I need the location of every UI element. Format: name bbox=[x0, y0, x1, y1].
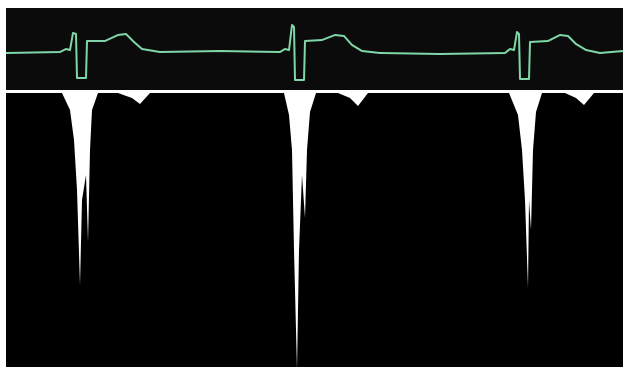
monitor-screen bbox=[0, 0, 629, 372]
page: (() => { const data = JSON.parse(documen… bbox=[0, 0, 629, 372]
baseline bbox=[6, 90, 623, 93]
